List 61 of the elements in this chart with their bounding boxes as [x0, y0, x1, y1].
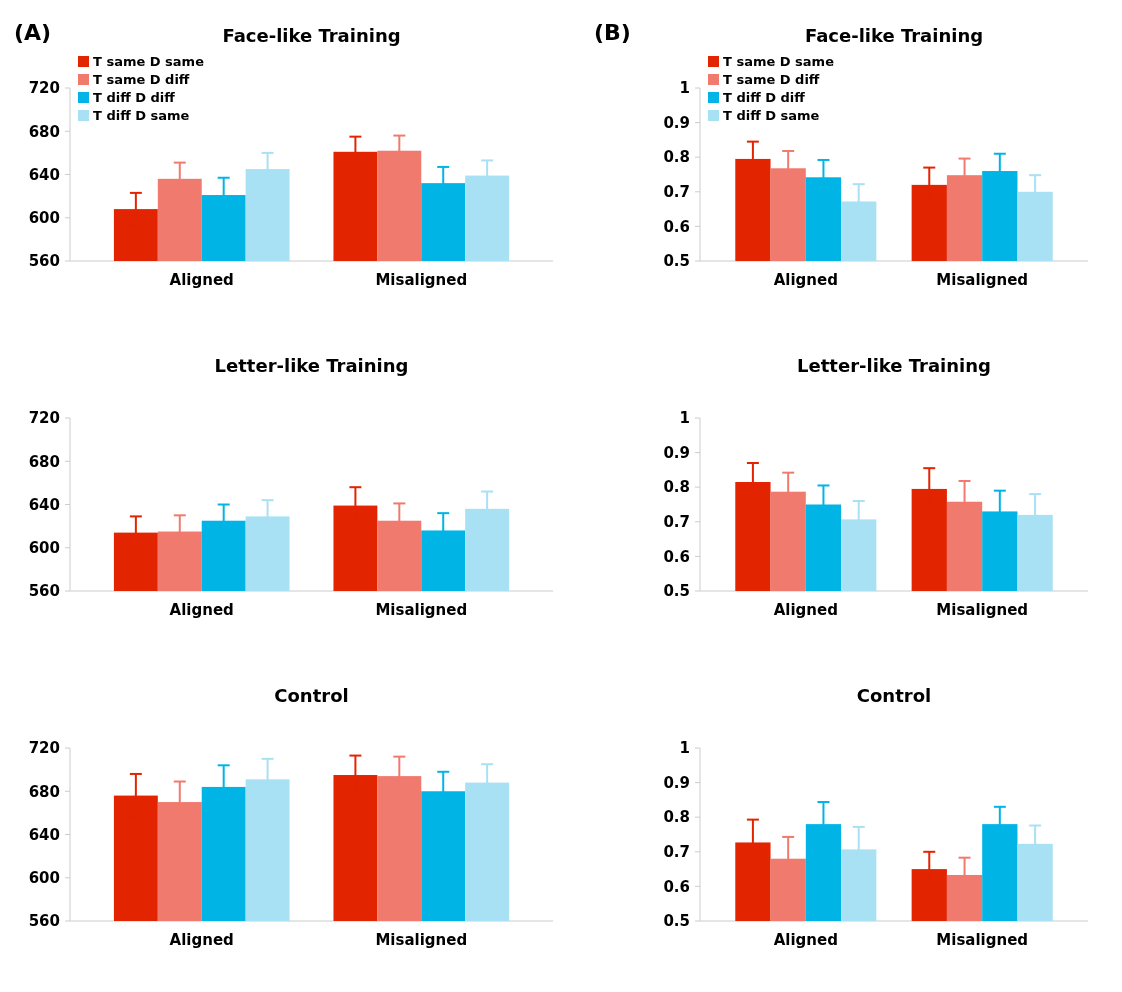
chart-title: Face-like Training — [222, 25, 401, 46]
y-tick-label: 640 — [28, 825, 60, 844]
chart-title: Face-like Training — [804, 25, 984, 46]
y-tick-label: 0.9 — [663, 443, 690, 462]
y-tick-label: 0.7 — [663, 513, 690, 532]
x-tick-label: Misaligned — [936, 271, 1029, 289]
x-tick-label: Aligned — [773, 601, 838, 619]
y-tick-label: 0.5 — [663, 582, 690, 601]
y-tick-label: 1 — [679, 409, 690, 428]
y-tick-label: 560 — [28, 582, 60, 601]
chart-title: Letter-like Training — [214, 355, 409, 376]
y-tick-label: 0.6 — [663, 877, 690, 896]
y-tick-label: 0.5 — [663, 252, 690, 271]
legend-label: T same D same — [723, 54, 835, 69]
y-tick-label: 0.8 — [663, 148, 690, 167]
y-tick-label: 720 — [28, 739, 60, 758]
text: (B) — [594, 20, 631, 45]
y-tick-label: 1 — [679, 79, 690, 98]
x-tick-label: Misaligned — [375, 271, 468, 289]
y-tick-label: 680 — [28, 452, 60, 471]
x-tick-label: Aligned — [169, 601, 234, 619]
x-tick-label: Aligned — [169, 931, 234, 949]
y-tick-label: 0.6 — [663, 217, 690, 236]
legend-label: T same D diff — [723, 72, 820, 87]
y-tick-label: 640 — [28, 495, 60, 514]
legend-label: T diff D same — [723, 108, 820, 123]
y-tick-label: 0.9 — [663, 113, 690, 132]
chart-title: Letter-like Training — [797, 355, 991, 376]
y-tick-label: 0.9 — [663, 773, 690, 792]
chart-title: Control — [856, 685, 932, 706]
y-tick-label: 600 — [28, 869, 60, 887]
x-tick-label: Misaligned — [936, 601, 1029, 619]
legend-label: T diff D same — [93, 108, 190, 123]
chart-title: Control — [274, 685, 349, 706]
y-tick-label: 1 — [679, 739, 690, 758]
text: (A) — [14, 20, 52, 45]
y-tick-label: 560 — [28, 252, 60, 271]
legend-label: T diff D diff — [93, 90, 176, 105]
legend-label: T same D same — [93, 54, 205, 69]
y-tick-label: 720 — [28, 409, 60, 428]
y-tick-label: 600 — [28, 209, 60, 227]
y-tick-label: 640 — [28, 165, 60, 184]
x-tick-label: Aligned — [773, 931, 838, 949]
legend-label: T same D diff — [93, 72, 190, 87]
y-tick-label: 0.8 — [663, 478, 690, 497]
y-tick-label: 0.8 — [663, 808, 690, 827]
y-tick-label: 0.5 — [663, 912, 690, 931]
x-tick-label: Misaligned — [375, 931, 468, 949]
y-tick-label: 0.7 — [663, 183, 690, 202]
y-tick-label: 0.6 — [663, 547, 690, 566]
y-tick-label: 720 — [28, 79, 60, 98]
x-tick-label: Aligned — [773, 271, 838, 289]
y-tick-label: 560 — [28, 912, 60, 931]
y-tick-label: 680 — [28, 782, 60, 801]
x-tick-label: Misaligned — [936, 931, 1029, 949]
x-tick-label: Misaligned — [375, 601, 468, 619]
y-tick-label: 600 — [28, 539, 60, 557]
y-tick-label: 0.7 — [663, 843, 690, 862]
y-tick-label: 680 — [28, 122, 60, 141]
x-tick-label: Aligned — [169, 271, 234, 289]
legend-label: T diff D diff — [723, 90, 806, 105]
